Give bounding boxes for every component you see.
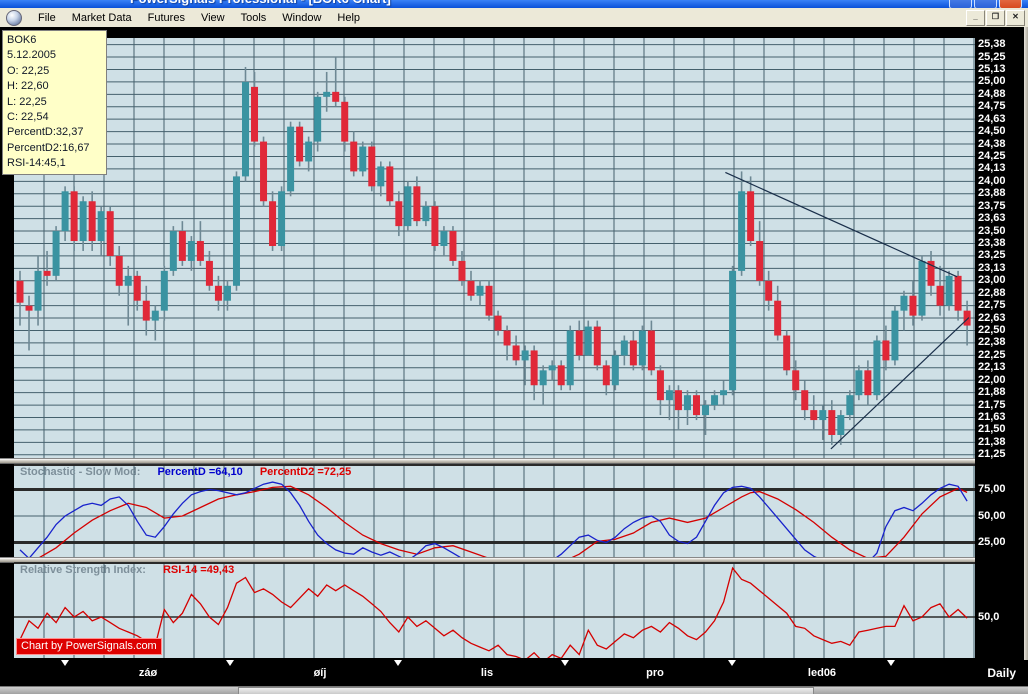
price-label: 23,00 — [978, 274, 1006, 287]
window-right-edge — [1024, 27, 1028, 660]
stoch-level-label: 75,00 — [978, 483, 1006, 495]
price-label: 24,13 — [978, 162, 1006, 175]
price-label: 23,13 — [978, 261, 1006, 274]
rsi-level-label: 50,0 — [978, 610, 1000, 623]
price-label: 23,50 — [978, 224, 1006, 237]
tooltip-line: 5.12.2005 — [7, 49, 56, 62]
tooltip-line: L: 22,25 — [7, 95, 47, 108]
month-tick-icon — [561, 660, 569, 666]
price-label: 25,25 — [978, 50, 1006, 63]
main-chart[interactable] — [14, 38, 975, 458]
price-axis: 25,38 25,25 25,13 25,00 24,88 24,75 24,63 24,50… — [975, 27, 1024, 660]
app-globe-icon — [6, 9, 22, 26]
menu-tools[interactable]: Tools — [240, 11, 267, 24]
tooltip-line: RSI-14:45,1 — [7, 157, 66, 170]
tooltip-line: H: 22,60 — [7, 80, 49, 93]
rsi-title: Relative Strength Index: — [20, 564, 146, 576]
price-label: 21,88 — [978, 386, 1006, 399]
bottom-scrollbar[interactable] — [0, 686, 1028, 694]
price-label: 21,25 — [978, 448, 1006, 461]
menu-window[interactable]: Window — [282, 11, 322, 24]
price-label: 23,75 — [978, 199, 1006, 212]
stoch-level-label: 50,00 — [978, 509, 1006, 522]
stochastic-title: Stochastic - Slow Mod: — [20, 466, 141, 478]
price-label: 23,63 — [978, 212, 1006, 225]
candlestick-svg — [14, 38, 975, 458]
chart-frame: Stochastic - Slow Mod: PercentD =64,10 P… — [0, 27, 1028, 660]
price-label: 22,63 — [978, 311, 1006, 324]
month-label: pro — [646, 667, 664, 679]
month-tick-icon — [728, 660, 736, 666]
menu-help[interactable]: Help — [337, 11, 361, 24]
stochastic-splitter[interactable] — [0, 458, 1028, 464]
menu-market-data[interactable]: Market Data — [71, 11, 132, 24]
menu-file[interactable]: File — [38, 11, 56, 24]
menu-bar: File Market Data Futures View Tools Window Hel… — [0, 8, 1028, 28]
tooltip-line: O: 22,25 — [7, 64, 50, 77]
x-axis: Daily záø øíj lis pro led06 — [0, 660, 1028, 686]
price-label: 25,00 — [978, 75, 1006, 88]
price-label: 24,38 — [978, 137, 1006, 150]
price-label: 22,38 — [978, 336, 1006, 349]
tooltip-line: PercentD:32,37 — [7, 126, 84, 139]
price-label: 24,25 — [978, 149, 1006, 162]
price-label: 22,25 — [978, 348, 1006, 361]
menu-view[interactable]: View — [200, 11, 225, 24]
price-label: 24,00 — [978, 174, 1006, 187]
window-maximize-button[interactable] — [974, 0, 997, 8]
price-label: 22,00 — [978, 373, 1006, 386]
window-title: PowerSignals Professional - [BOK6 Chart] — [130, 0, 391, 6]
tooltip-line: C: 22,54 — [7, 111, 49, 124]
rsi-value: RSI-14 =49,43 — [162, 564, 235, 576]
price-label: 24,63 — [978, 112, 1006, 125]
price-label: 21,75 — [978, 398, 1006, 411]
price-label: 24,75 — [978, 100, 1006, 113]
title-bar[interactable]: PowerSignals Professional - [BOK6 Chart] — [0, 0, 1028, 8]
month-label: záø — [138, 667, 158, 679]
price-label: 22,50 — [978, 323, 1006, 336]
price-label: 23,88 — [978, 187, 1006, 200]
child-minimize-button[interactable]: _ — [966, 10, 985, 26]
price-label: 25,38 — [978, 38, 1006, 51]
price-label: 21,38 — [978, 435, 1006, 448]
child-close-button[interactable]: ✕ — [1006, 10, 1025, 26]
price-label: 24,88 — [978, 87, 1006, 100]
price-label: 23,38 — [978, 236, 1006, 249]
price-label: 21,63 — [978, 411, 1006, 423]
month-label: øíj — [313, 667, 327, 679]
window-minimize-button[interactable] — [949, 0, 972, 8]
percentd-value: PercentD =64,10 — [157, 466, 243, 478]
month-label: led06 — [807, 667, 837, 679]
tooltip-line: BOK6 — [7, 34, 37, 46]
stochastic-svg — [14, 464, 975, 557]
month-tick-icon — [394, 660, 402, 666]
window-close-button[interactable] — [999, 0, 1022, 8]
menu-futures[interactable]: Futures — [147, 11, 185, 24]
price-label: 23,25 — [978, 249, 1006, 262]
child-restore-button[interactable]: ❐ — [986, 10, 1005, 26]
rsi-panel[interactable]: Relative Strength Index: RSI-14 =49,43 C… — [14, 562, 975, 658]
stoch-level-label: 25,00 — [978, 536, 1006, 548]
menu-items: File Market Data Futures View Tools Window Hel… — [30, 10, 368, 26]
ohlc-tooltip: BOK6 5.12.2005 O: 22,25 H: 22,60 L: 22,25 C: … — [2, 30, 107, 175]
price-label: 24,50 — [978, 125, 1006, 138]
month-tick-icon — [887, 660, 895, 666]
price-label: 25,13 — [978, 62, 1006, 75]
price-label: 22,13 — [978, 361, 1006, 374]
powersignals-badge: Chart by PowerSignals.com — [16, 638, 162, 655]
scrollbar-thumb[interactable] — [238, 687, 814, 694]
price-label: 21,50 — [978, 423, 1006, 436]
stochastic-panel[interactable]: Stochastic - Slow Mod: PercentD =64,10 P… — [14, 464, 975, 557]
percentd2-value: PercentD2 =72,25 — [259, 466, 352, 478]
month-label: lis — [480, 667, 494, 679]
price-label: 22,75 — [978, 299, 1006, 312]
month-tick-icon — [61, 660, 69, 666]
tooltip-line: PercentD2:16,67 — [7, 141, 90, 154]
price-label: 22,88 — [978, 286, 1006, 299]
month-tick-icon — [226, 660, 234, 666]
period-label: Daily — [987, 666, 1016, 680]
